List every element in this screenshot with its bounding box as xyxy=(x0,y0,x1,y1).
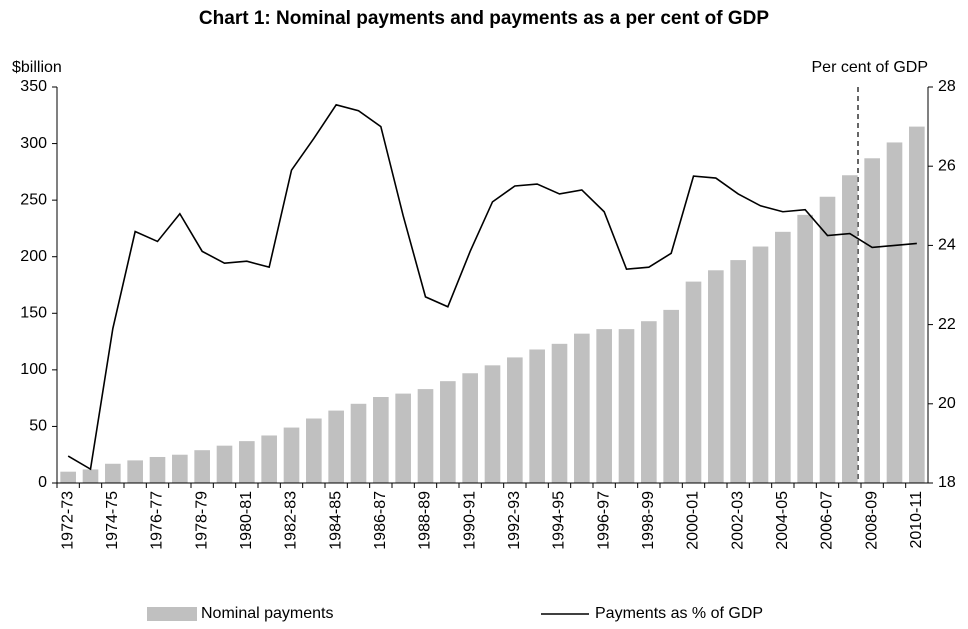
x-tick-label: 1980-81 xyxy=(238,491,255,550)
legend-label: Payments as % of GDP xyxy=(595,605,763,622)
bar xyxy=(283,427,300,483)
bar xyxy=(507,357,523,483)
bar xyxy=(797,214,813,483)
bar xyxy=(618,329,635,483)
y2-tick-label: 22 xyxy=(938,316,956,333)
x-tick-label: 1976-77 xyxy=(149,491,166,550)
x-tick-label: 1974-75 xyxy=(104,491,121,550)
x-tick-label: 1998-99 xyxy=(640,491,657,550)
bar xyxy=(886,142,903,483)
bar xyxy=(239,441,255,483)
bar xyxy=(194,450,210,483)
bar xyxy=(462,373,478,483)
y-tick-label: 50 xyxy=(29,418,47,435)
bar xyxy=(60,471,76,483)
x-tick-label: 1986-87 xyxy=(372,491,389,550)
y2-tick-label: 24 xyxy=(938,237,956,254)
y-tick-label: 300 xyxy=(20,135,47,152)
x-tick-label: 1992-93 xyxy=(506,491,523,550)
y-tick-label: 200 xyxy=(20,248,47,265)
y2-axis-label: Per cent of GDP xyxy=(812,59,929,76)
x-tick-label: 2002-03 xyxy=(729,491,746,550)
y2-tick-label: 20 xyxy=(938,395,956,412)
chart-title: Chart 1: Nominal payments and payments a… xyxy=(199,8,769,29)
x-tick-label: 2004-05 xyxy=(774,491,791,550)
legend-swatch xyxy=(147,607,197,621)
bar xyxy=(551,343,568,483)
bar xyxy=(417,389,434,483)
bar xyxy=(261,435,277,483)
bar xyxy=(752,246,769,483)
bar xyxy=(350,403,367,483)
y-tick-label: 350 xyxy=(20,78,47,95)
y-axis-label: $billion xyxy=(12,59,62,76)
bar xyxy=(842,175,858,483)
bar xyxy=(730,260,746,483)
bar xyxy=(149,456,166,483)
x-tick-label: 2006-07 xyxy=(819,491,836,550)
x-tick-label: 2000-01 xyxy=(685,491,702,550)
x-tick-label: 1984-85 xyxy=(327,491,344,550)
bar xyxy=(641,321,657,483)
x-tick-label: 1996-97 xyxy=(595,491,612,550)
bar xyxy=(216,445,233,483)
bar xyxy=(484,365,501,483)
bar xyxy=(819,196,836,483)
x-tick-label: 1990-91 xyxy=(461,491,478,550)
x-tick-label: 1982-83 xyxy=(283,491,300,550)
bar xyxy=(328,410,344,483)
y2-tick-label: 18 xyxy=(938,474,956,491)
legend-label: Nominal payments xyxy=(201,605,334,622)
bar xyxy=(775,231,791,483)
bar xyxy=(172,454,188,483)
bar xyxy=(306,418,322,483)
bar xyxy=(373,397,389,483)
y-tick-label: 0 xyxy=(38,474,47,491)
y-tick-label: 250 xyxy=(20,191,47,208)
y-tick-label: 100 xyxy=(20,361,47,378)
bar xyxy=(82,469,99,483)
bar xyxy=(127,460,143,483)
bar xyxy=(440,381,456,483)
y2-tick-label: 26 xyxy=(938,157,956,174)
bar xyxy=(574,333,590,483)
bar xyxy=(596,329,612,483)
x-tick-label: 1972-73 xyxy=(59,491,76,550)
bar xyxy=(529,349,545,483)
bar xyxy=(105,463,121,483)
x-tick-label: 1994-95 xyxy=(551,491,568,550)
bar xyxy=(708,270,724,483)
x-tick-label: 1988-89 xyxy=(417,491,434,550)
bar xyxy=(663,309,679,483)
bar xyxy=(395,393,411,483)
x-tick-label: 2010-11 xyxy=(908,491,925,549)
y2-tick-label: 28 xyxy=(938,78,956,95)
x-tick-label: 1978-79 xyxy=(193,491,210,550)
bar xyxy=(909,126,925,483)
line xyxy=(67,103,917,471)
y-tick-label: 150 xyxy=(20,305,47,322)
x-tick-label: 2008-09 xyxy=(863,491,880,550)
bar xyxy=(864,158,880,483)
bar xyxy=(685,281,702,483)
